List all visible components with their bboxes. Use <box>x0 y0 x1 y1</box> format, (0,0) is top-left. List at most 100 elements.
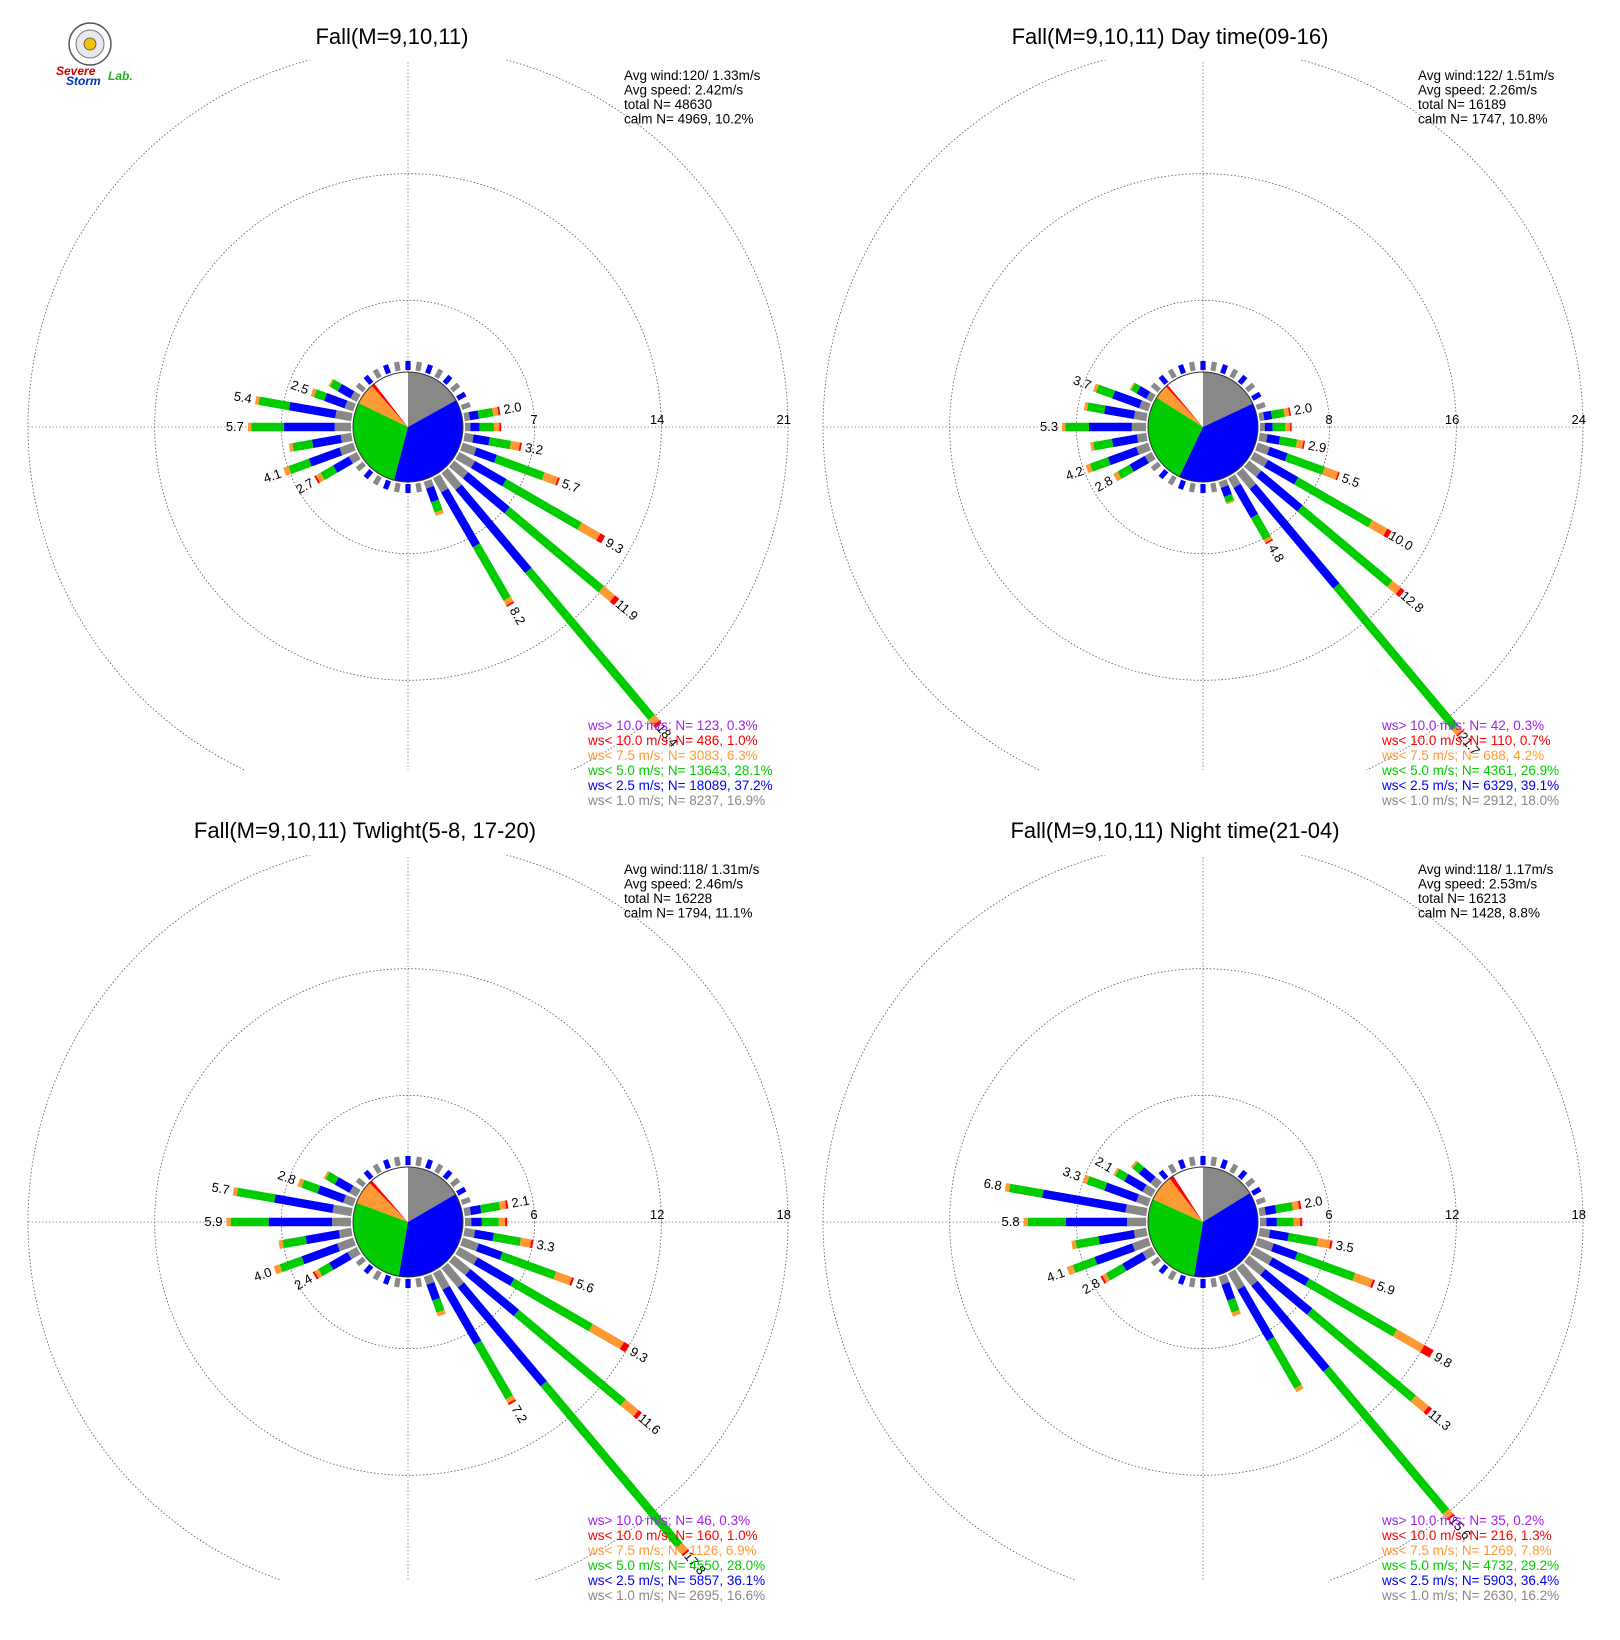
bar-segment <box>513 1309 626 1406</box>
bar-segment <box>1221 1282 1236 1301</box>
legend-entry: ws< 5.0 m/s; N= 4361, 26.9% <box>1381 763 1559 778</box>
bar-segment <box>442 1285 482 1345</box>
bar-segment <box>470 460 507 487</box>
ring-label: 18 <box>777 1207 791 1222</box>
bar-segment <box>1104 1182 1139 1203</box>
bar-segment <box>318 1262 334 1277</box>
ring-label: 21 <box>777 412 791 427</box>
bar-total-label: 2.5 <box>289 377 311 397</box>
bar-segment <box>1105 1263 1127 1281</box>
bar-segment <box>475 1243 503 1260</box>
bar-segment <box>1260 422 1265 432</box>
grid-ring <box>154 968 662 1476</box>
bar-segment <box>268 1217 332 1227</box>
bar-segment <box>1129 382 1136 391</box>
stat-line: total N= 16213 <box>1418 891 1506 906</box>
bar-segment <box>1210 1156 1218 1167</box>
bar-segment <box>525 567 655 721</box>
bar-segment <box>569 1277 575 1286</box>
bar-segment <box>425 364 434 375</box>
bar-segment <box>1291 1201 1300 1211</box>
bar-segment <box>323 1170 330 1180</box>
bar-segment <box>288 443 294 453</box>
bar-segment <box>382 479 391 490</box>
bar-segment <box>1094 1243 1136 1265</box>
bar-segment <box>363 374 374 386</box>
pie-slice <box>1169 1175 1203 1222</box>
bar-segment <box>1250 514 1271 541</box>
bar-segment <box>504 506 605 593</box>
bar-segment <box>1210 361 1218 372</box>
bar-segment <box>509 440 521 451</box>
bar-segment <box>333 456 353 473</box>
bar-segment <box>273 1264 283 1275</box>
bar-segment <box>499 1251 557 1280</box>
bar-segment <box>1263 459 1299 485</box>
pie-outline <box>1147 1166 1259 1278</box>
bar-segment <box>1167 1270 1177 1281</box>
bar-segment <box>1071 1240 1077 1250</box>
panel-title: Fall(M=9,10,11) Night time(21-04) <box>1010 818 1339 843</box>
bar-segment <box>1102 1273 1111 1283</box>
legend-entry: ws< 1.0 m/s; N= 2695, 16.6% <box>587 1588 765 1603</box>
pie-slice <box>1148 397 1203 477</box>
bar-segment <box>463 1206 472 1217</box>
bar-segment <box>313 389 327 401</box>
bar-segment <box>1218 1274 1230 1285</box>
bar-segment <box>1062 422 1066 432</box>
bar-segment <box>1075 1236 1100 1249</box>
bar-segment <box>471 1217 482 1227</box>
bar-segment <box>505 1395 516 1404</box>
legend-entry: ws< 10.0 m/s; N= 486, 1.0% <box>587 733 758 748</box>
bar-segment <box>1243 1255 1266 1276</box>
bar-segment <box>1297 1200 1302 1210</box>
bar-segment <box>1200 1156 1206 1165</box>
bar-segment <box>648 714 660 726</box>
bar-segment <box>1294 1251 1356 1281</box>
bar-segment <box>1283 407 1290 417</box>
bar-segment <box>1167 368 1177 379</box>
bar-segment <box>415 1156 423 1167</box>
bar-segment <box>1132 1237 1151 1252</box>
bar-segment <box>1200 361 1206 370</box>
bar-segment <box>258 396 291 411</box>
severe-storm-lab-logo: Severe Storm Lab. <box>56 22 133 88</box>
bar-segment <box>1294 1384 1304 1393</box>
ring-label: 14 <box>650 412 664 427</box>
bar-segment <box>1270 1243 1298 1260</box>
wind-rose-panel: 6 12 182.03.55.99.811.315.62.84.15.86.83.3… <box>822 818 1586 1603</box>
bar-segment <box>1333 583 1459 731</box>
bar-segment <box>1260 1217 1267 1227</box>
bar-segment <box>393 1156 401 1167</box>
bar-total-label: 3.3 <box>1061 1164 1083 1184</box>
bar-segment <box>1442 1508 1454 1520</box>
bar-segment <box>338 1227 353 1239</box>
stat-line: Avg speed: 2.53m/s <box>1418 877 1537 892</box>
bar-total-label: 2.7 <box>293 475 316 497</box>
ring-label: 12 <box>650 1207 664 1222</box>
bar-segment <box>432 1297 445 1313</box>
bar-segment <box>311 434 342 448</box>
bar-segment <box>314 1269 323 1279</box>
bar-segment <box>1023 1217 1028 1227</box>
bar-segment <box>363 468 374 480</box>
bar-total-label: 5.5 <box>1340 470 1362 490</box>
bar-segment <box>372 1270 382 1281</box>
bar-segment <box>1322 466 1339 480</box>
bar-segment <box>1188 1277 1196 1288</box>
logo-text-lab: Lab. <box>108 69 133 83</box>
bar-segment <box>1236 467 1257 490</box>
legend-entry: ws< 5.0 m/s; N= 4732, 29.2% <box>1381 1558 1559 1573</box>
grid-ring <box>822 60 1584 770</box>
grid-ring <box>1075 299 1331 555</box>
bar-segment <box>620 1399 639 1417</box>
bar-segment <box>1158 1263 1169 1275</box>
panel-title: Fall(M=9,10,11) Day time(09-16) <box>1012 24 1329 49</box>
bar-segment <box>1264 422 1273 432</box>
bar-total-label: 2.8 <box>1079 1275 1102 1297</box>
bar-segment <box>1133 1227 1148 1239</box>
bar-segment <box>1142 1184 1156 1198</box>
bar-segment <box>1236 1262 1258 1287</box>
bar-total-label: 9.3 <box>603 535 626 557</box>
